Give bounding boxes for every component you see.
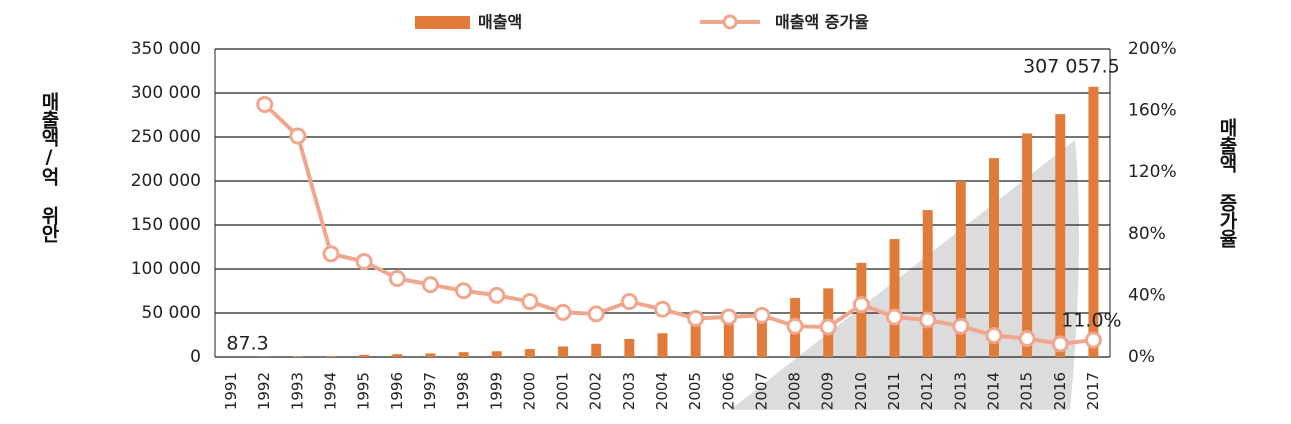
point <box>753 306 771 324</box>
x-tick-label: 2003 <box>620 372 638 410</box>
bar <box>922 210 933 357</box>
x-tick-label: 2011 <box>885 372 903 410</box>
bar <box>989 158 999 357</box>
bar <box>425 353 436 357</box>
x-tick-label: 2004 <box>653 372 671 410</box>
point <box>720 308 738 326</box>
bar <box>889 239 900 357</box>
bar <box>392 354 403 357</box>
point <box>1051 335 1069 353</box>
x-tick-label: 1999 <box>487 372 505 410</box>
point <box>687 310 705 327</box>
x-tick-label: 2012 <box>918 372 936 410</box>
y-tick-label: 50 000 <box>142 303 201 323</box>
x-tick-label: 1991 <box>222 372 240 410</box>
bar <box>1088 86 1099 357</box>
y2-tick-label: 160% <box>1128 101 1177 121</box>
x-tick-label: 2007 <box>752 372 770 410</box>
x-tick-label: 1997 <box>421 372 439 410</box>
bar <box>558 346 569 357</box>
y-tick-label: 300 000 <box>131 83 201 103</box>
point <box>952 317 970 335</box>
y2-tick-label: 120% <box>1128 162 1177 182</box>
data-label: 87.3 <box>226 333 268 355</box>
y2-tick-label: 200% <box>1128 39 1177 59</box>
x-tick-label: 2014 <box>984 372 1002 410</box>
bar <box>524 349 535 357</box>
bar <box>624 338 635 357</box>
legend-label: 매출액 <box>478 13 522 32</box>
point <box>421 276 439 294</box>
point <box>388 269 406 287</box>
x-tick-label: 2015 <box>1018 372 1036 410</box>
legend-swatch <box>722 14 738 30</box>
x-tick-label: 2009 <box>819 372 837 410</box>
bar <box>1055 114 1066 358</box>
point <box>488 286 506 304</box>
point <box>786 317 804 335</box>
x-tick-label: 1995 <box>355 372 373 410</box>
point <box>919 311 937 329</box>
point <box>1084 331 1102 349</box>
x-tick-label: 1994 <box>322 372 340 410</box>
bar <box>955 181 966 357</box>
x-tick-label: 1998 <box>454 372 472 410</box>
x-tick-label: 1996 <box>388 372 406 410</box>
point <box>852 296 870 314</box>
y-tick-label: 250 000 <box>131 127 201 147</box>
y-axis-label: 매출액/억 위안 <box>38 92 60 242</box>
y2-axis-label: 매출액 증가율 <box>1216 118 1238 247</box>
y-tick-label: 0 <box>190 347 201 367</box>
x-tick-label: 2017 <box>1084 372 1102 410</box>
data-label: 11.0% <box>1061 310 1121 332</box>
x-tick-label: 2005 <box>686 372 704 410</box>
bar <box>591 343 602 357</box>
point <box>819 318 837 336</box>
y2-tick-label: 0% <box>1128 347 1155 367</box>
point <box>455 282 473 300</box>
bar <box>657 333 668 357</box>
x-tick-label: 2000 <box>520 372 538 410</box>
point <box>985 326 1003 344</box>
bar <box>326 356 336 357</box>
y-tick-label: 350 000 <box>131 39 201 59</box>
point <box>289 127 307 145</box>
data-label: 307 057.5 <box>1023 55 1120 77</box>
x-tick-label: 1992 <box>255 372 273 410</box>
legend-label: 매출액 증가율 <box>775 13 869 32</box>
y2-tick-label: 40% <box>1128 285 1166 305</box>
y-tick-label: 100 000 <box>131 259 201 279</box>
x-tick-label: 2008 <box>786 372 804 410</box>
point <box>587 305 605 323</box>
point <box>521 293 539 311</box>
bar <box>1022 133 1033 357</box>
point <box>620 293 638 311</box>
bar <box>359 354 370 357</box>
point <box>1018 330 1036 348</box>
bar <box>756 313 767 357</box>
bar <box>723 314 734 357</box>
x-tick-label: 2006 <box>719 372 737 410</box>
x-tick-label: 2001 <box>554 372 572 410</box>
x-tick-label: 2010 <box>852 372 870 410</box>
bar <box>458 352 469 357</box>
x-tick-label: 2002 <box>587 372 605 410</box>
bar <box>690 325 701 357</box>
y2-tick-label: 80% <box>1128 224 1166 244</box>
point <box>355 253 373 271</box>
point <box>886 308 904 326</box>
point <box>322 245 340 263</box>
y-tick-label: 200 000 <box>131 171 201 191</box>
y-tick-label: 150 000 <box>131 215 201 235</box>
x-tick-label: 1993 <box>288 372 306 410</box>
x-tick-label: 2016 <box>1051 372 1069 410</box>
legend-swatch <box>415 16 470 29</box>
point <box>554 303 572 321</box>
point <box>256 95 274 113</box>
x-tick-label: 2013 <box>951 372 969 410</box>
point <box>654 300 671 318</box>
bar <box>491 351 502 357</box>
